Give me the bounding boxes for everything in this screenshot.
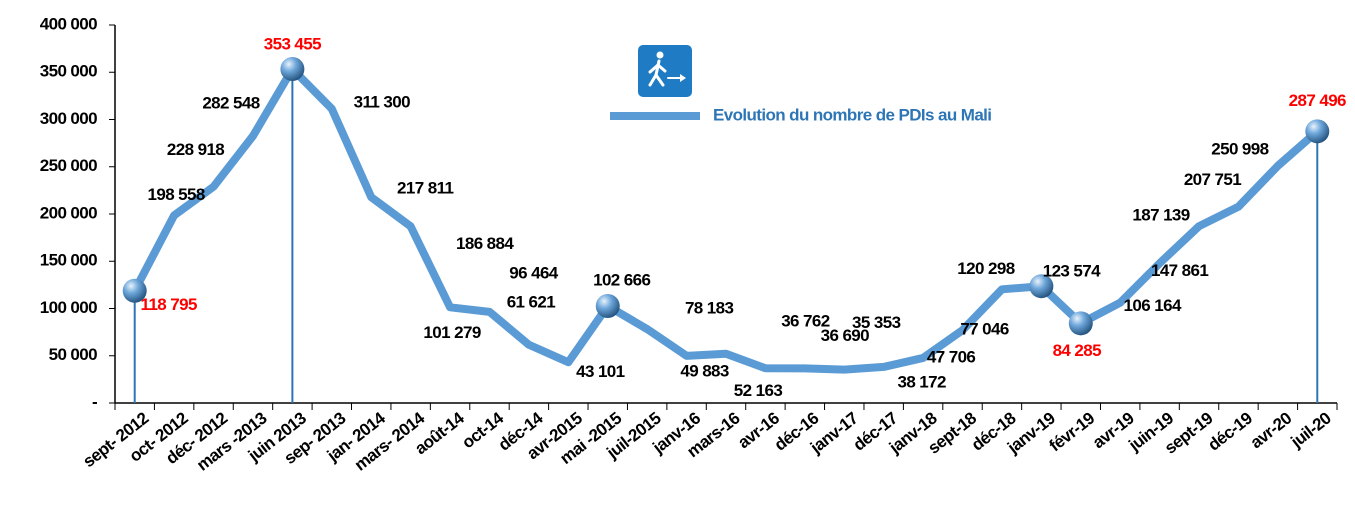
value-label: 120 298	[957, 259, 1014, 278]
y-tick-label: 300 000	[40, 109, 97, 128]
x-tick-label: déc-19	[1204, 409, 1255, 455]
value-label: 36 690	[821, 326, 870, 345]
marker	[1305, 119, 1330, 144]
icon-figure	[648, 51, 686, 87]
x-tick-label: févr-19	[1046, 409, 1098, 456]
y-tick-label: 50 000	[49, 345, 98, 364]
y-tick-label: 150 000	[40, 251, 97, 270]
value-label: 250 998	[1211, 139, 1268, 158]
marker	[280, 56, 305, 81]
y-tick-label: 400 000	[40, 14, 97, 33]
marker	[595, 293, 620, 318]
value-label: 35 353	[852, 313, 901, 332]
value-label: 101 279	[423, 323, 480, 342]
y-tick-label: 200 000	[40, 203, 97, 222]
value-label: 198 558	[147, 185, 204, 204]
y-tick-label: -	[92, 392, 97, 411]
legend-label: Evolution du nombre de PDIs au Mali	[713, 105, 991, 124]
value-label: 106 164	[1124, 296, 1182, 315]
marker	[122, 278, 147, 303]
y-tick-label: 350 000	[40, 62, 97, 81]
value-label: 217 811	[397, 179, 453, 198]
x-tick-label: avr-20	[1247, 409, 1295, 453]
value-label: 38 172	[897, 372, 946, 391]
value-label: 49 883	[680, 361, 729, 380]
value-label: 123 574	[1043, 262, 1101, 281]
marker	[1068, 311, 1093, 336]
value-label: 207 751	[1184, 170, 1241, 189]
value-label: 353 455	[264, 34, 321, 53]
y-tick-label: 100 000	[40, 298, 97, 317]
value-label: 77 046	[960, 320, 1009, 339]
value-label: 78 183	[685, 299, 734, 318]
value-label: 52 163	[734, 381, 783, 400]
value-label: 36 762	[781, 312, 830, 331]
value-label: 47 706	[927, 347, 976, 366]
value-label: 287 496	[1289, 91, 1346, 110]
value-label: 311 300	[354, 92, 410, 111]
value-label: 187 139	[1132, 206, 1189, 225]
y-tick-label: 250 000	[40, 156, 97, 175]
value-label: 61 621	[507, 292, 556, 311]
marker	[1029, 274, 1054, 299]
value-label: 147 861	[1151, 261, 1208, 280]
legend: Evolution du nombre de PDIs au Mali	[610, 45, 992, 124]
value-label: 118 795	[141, 295, 197, 314]
value-label: 228 918	[167, 140, 224, 159]
value-label: 84 285	[1053, 341, 1102, 360]
value-label: 102 666	[593, 270, 650, 289]
value-label: 282 548	[202, 93, 259, 112]
value-label: 186 884	[456, 234, 514, 253]
x-tick-label: juil-20	[1287, 409, 1335, 452]
data-line	[131, 64, 1320, 374]
value-label: 43 101	[576, 362, 625, 381]
value-label: 96 464	[509, 263, 559, 282]
